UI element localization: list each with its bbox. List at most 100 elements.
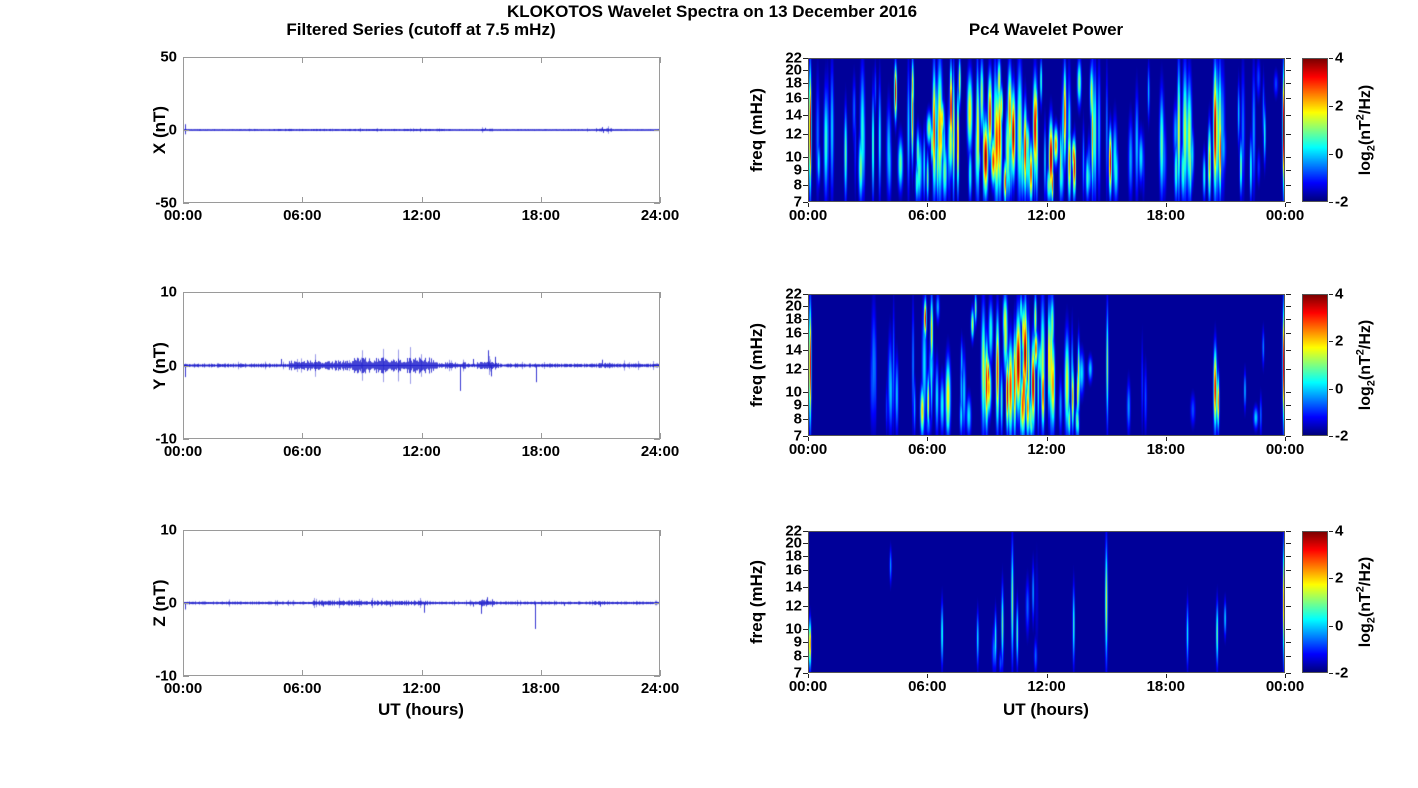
- axis-tick: [183, 603, 189, 604]
- axis-tick: [803, 628, 808, 630]
- y-tick-label: 50: [160, 48, 177, 66]
- x-tick-label: 12:00: [402, 207, 441, 224]
- x-tick-label: 00:00: [1265, 678, 1305, 695]
- axis-tick: [1286, 570, 1291, 572]
- axis-tick: [1286, 531, 1291, 532]
- axis-tick: [302, 197, 304, 203]
- axis-tick: [803, 391, 808, 393]
- x-tick-label: 18:00: [1146, 441, 1185, 458]
- axis-tick: [808, 203, 809, 207]
- axis-tick: [803, 305, 808, 307]
- axis-tick: [1286, 555, 1291, 557]
- cb-label-sup: 2: [1354, 114, 1367, 121]
- x-tick-label: 06:00: [283, 207, 322, 224]
- axis-tick: [540, 197, 542, 203]
- axis-tick: [1329, 436, 1333, 437]
- axis-tick: [421, 530, 423, 536]
- axis-tick: [1286, 628, 1291, 630]
- axis-tick: [540, 530, 542, 536]
- Y-Pc4-wavelet-power-canvas: [809, 295, 1284, 435]
- colorbar-label-1: log2(nT2/Hz): [1355, 85, 1378, 175]
- axis-tick: [183, 292, 189, 293]
- axis-tick: [183, 439, 189, 440]
- axis-tick: [1046, 437, 1048, 441]
- axis-tick: [1329, 58, 1333, 59]
- axis-tick: [421, 670, 423, 676]
- cb-label-sup: 2: [1354, 349, 1367, 356]
- axis-tick: [183, 530, 184, 536]
- axis-tick: [927, 437, 929, 441]
- axis-tick: [803, 134, 808, 136]
- freq-tick-label: 12: [785, 360, 802, 378]
- axis-tick: [1329, 106, 1333, 107]
- axis-tick: [302, 530, 304, 536]
- freq-tick-label: 7: [793, 427, 802, 445]
- z-series-plot: [183, 530, 660, 676]
- axis-tick: [803, 69, 808, 71]
- axis-tick: [302, 292, 304, 298]
- freq-tick-label: 8: [793, 410, 802, 428]
- axis-tick: [803, 587, 808, 589]
- x-tick-label: 06:00: [908, 441, 947, 458]
- freq-tick-label: 22: [785, 522, 802, 540]
- axis-tick: [808, 437, 809, 441]
- axis-tick: [183, 530, 189, 531]
- axis-tick: [1329, 673, 1333, 674]
- axis-tick: [421, 433, 423, 439]
- freq-tick-label: 10: [785, 620, 802, 638]
- colorbar-tick-label: -2: [1335, 427, 1349, 445]
- axis-tick: [183, 197, 184, 203]
- axis-tick: [660, 57, 661, 63]
- colorbar-tick-label: 2: [1335, 97, 1344, 115]
- axis-tick: [803, 656, 808, 658]
- x-series-plot: [183, 57, 660, 203]
- axis-tick: [540, 292, 542, 298]
- freq-tick-label: 8: [793, 176, 802, 194]
- axis-tick: [183, 433, 184, 439]
- axis-tick: [927, 203, 929, 207]
- cb-label-sup: 2: [1354, 586, 1367, 593]
- axis-tick: [1286, 305, 1291, 307]
- axis-tick: [654, 57, 660, 58]
- y-tick-label: 10: [160, 283, 177, 301]
- axis-tick: [660, 197, 661, 203]
- axis-tick: [654, 292, 660, 293]
- axis-tick: [302, 433, 304, 439]
- axis-tick: [540, 433, 542, 439]
- axis-tick: [421, 57, 423, 63]
- colorbar-gradient: [1303, 295, 1327, 435]
- x-wavelet-spectrogram: [808, 58, 1285, 202]
- colorbar-tick-label: 4: [1335, 285, 1344, 303]
- x-tick-label: 00:00: [163, 207, 203, 224]
- axis-tick: [183, 365, 189, 367]
- axis-tick: [1286, 436, 1291, 437]
- x-tick-label: 00:00: [788, 678, 828, 695]
- cb-label-pre: log: [1357, 151, 1375, 176]
- y-tick-label: -50: [155, 194, 177, 212]
- axis-tick: [540, 670, 542, 676]
- y-tick-label: 0: [168, 594, 177, 612]
- x-tick-label: 06:00: [283, 680, 322, 697]
- axis-tick: [1286, 369, 1291, 371]
- y-series-plot: [183, 292, 660, 439]
- axis-tick: [1286, 134, 1291, 136]
- freq-tick-label: 14: [785, 106, 802, 124]
- axis-tick: [654, 130, 660, 131]
- z-wavelet-spectrogram: [808, 531, 1285, 673]
- axis-tick: [654, 203, 660, 204]
- freq-tick-label: 9: [793, 633, 802, 651]
- x-tick-label: 12:00: [1027, 441, 1066, 458]
- axis-tick: [1286, 202, 1291, 203]
- axis-tick: [654, 603, 660, 604]
- freq-tick-label: 7: [793, 193, 802, 211]
- axis-tick: [183, 676, 189, 677]
- axis-tick: [1286, 157, 1291, 159]
- colorbar-label-3: log2(nT2/Hz): [1355, 557, 1378, 647]
- freq-tick-label: 20: [785, 534, 802, 552]
- axis-tick: [1165, 674, 1167, 678]
- colorbar-tick-label: 4: [1335, 49, 1344, 67]
- axis-tick: [1286, 350, 1291, 352]
- y-tick-label: 0: [168, 357, 177, 374]
- axis-tick: [803, 294, 808, 295]
- freq-tick-label: 12: [785, 125, 802, 143]
